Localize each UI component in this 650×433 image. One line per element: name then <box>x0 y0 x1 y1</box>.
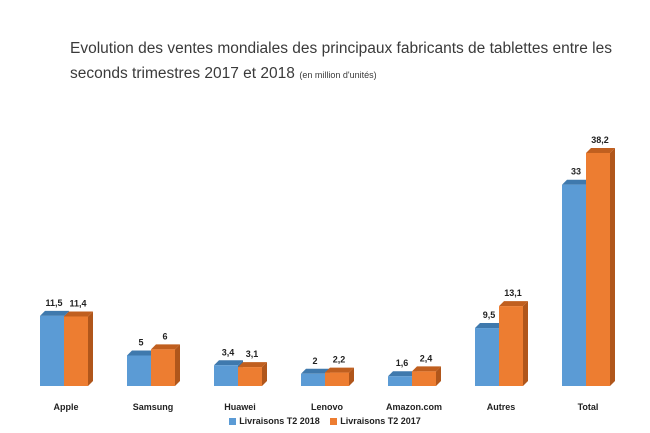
bar-top-2017 <box>64 311 93 317</box>
bar-top-2018 <box>475 323 504 329</box>
data-label-2018: 9,5 <box>483 310 496 320</box>
legend-item-2017: Livraisons T2 2017 <box>330 416 421 426</box>
data-label-2018: 2 <box>312 356 317 366</box>
category-label: Amazon.com <box>386 402 442 412</box>
bar-group-huawei: 3,4 3,1 Huawei <box>214 347 267 412</box>
data-label-2018: 11,5 <box>45 298 62 308</box>
bar-top-2018 <box>127 350 156 356</box>
data-label-2017: 2,2 <box>333 355 346 365</box>
bar-2018 <box>301 373 325 386</box>
bar-side-2017 <box>610 147 615 386</box>
legend-item-2018: Livraisons T2 2018 <box>229 416 320 426</box>
bar-side-2017 <box>88 311 93 386</box>
bar-group-apple: 11,5 11,4 Apple <box>40 298 93 412</box>
bar-top-2018 <box>301 368 330 374</box>
data-label-2018: 3,4 <box>222 347 235 357</box>
bar-top-2018 <box>562 179 591 185</box>
bar-top-2017 <box>325 367 354 373</box>
category-label: Huawei <box>224 402 256 412</box>
bar-2018 <box>388 376 412 386</box>
data-label-2017: 3,1 <box>246 349 259 359</box>
bar-2017 <box>586 152 610 386</box>
legend-label-2017: Livraisons T2 2017 <box>340 416 421 426</box>
bar-2017 <box>151 349 175 386</box>
bar-2018 <box>127 355 151 386</box>
bar-side-2017 <box>175 344 180 386</box>
category-label: Apple <box>53 402 78 412</box>
bar-2017 <box>64 316 88 386</box>
bar-2017 <box>238 367 262 386</box>
category-label: Lenovo <box>311 402 344 412</box>
bar-top-2017 <box>586 147 615 153</box>
chart-title-units: (en million d'unités) <box>299 70 377 80</box>
bar-group-total: 33 38,2 Total <box>562 135 615 412</box>
bar-2017 <box>499 306 523 386</box>
bar-top-2017 <box>499 301 528 307</box>
bar-top-2017 <box>238 362 267 368</box>
bar-top-2018 <box>214 360 243 366</box>
chart-legend: Livraisons T2 2018 Livraisons T2 2017 <box>0 416 650 426</box>
bar-group-amazon-com: 1,6 2,4 Amazon.com <box>386 353 442 412</box>
data-label-2017: 2,4 <box>420 353 433 363</box>
bar-top-2018 <box>40 310 69 316</box>
data-label-2017: 13,1 <box>504 288 522 298</box>
chart-title-main: Evolution des ventes mondiales des princ… <box>70 40 612 82</box>
data-label-2018: 33 <box>571 167 581 177</box>
legend-swatch-2018 <box>229 418 237 425</box>
data-label-2017: 11,4 <box>69 298 86 308</box>
bar-2018 <box>214 365 238 386</box>
bar-2018 <box>562 184 586 386</box>
bar-top-2017 <box>151 344 180 350</box>
bar-side-2017 <box>349 367 354 386</box>
bar-2018 <box>475 328 499 386</box>
bar-top-2017 <box>412 366 441 372</box>
category-label: Total <box>578 402 599 412</box>
data-label-2017: 38,2 <box>591 135 609 145</box>
legend-swatch-2017 <box>330 418 338 425</box>
chart-title: Evolution des ventes mondiales des princ… <box>70 36 630 86</box>
bar-side-2017 <box>523 301 528 386</box>
category-label: Autres <box>487 402 516 412</box>
bar-2018 <box>40 315 64 386</box>
category-label: Samsung <box>133 402 174 412</box>
bar-top-2018 <box>388 371 417 377</box>
bar-2017 <box>412 371 436 386</box>
data-label-2018: 1,6 <box>396 358 409 368</box>
bar-side-2017 <box>262 362 267 386</box>
legend-label-2018: Livraisons T2 2018 <box>239 416 320 426</box>
data-label-2017: 6 <box>162 331 167 341</box>
bar-group-lenovo: 2 2,2 Lenovo <box>301 355 354 412</box>
data-label-2018: 5 <box>138 338 143 348</box>
bar-group-autres: 9,5 13,1 Autres <box>475 288 528 412</box>
bar-2017 <box>325 372 349 386</box>
bar-group-samsung: 5 6 Samsung <box>127 331 180 412</box>
bar-side-2017 <box>436 366 441 386</box>
